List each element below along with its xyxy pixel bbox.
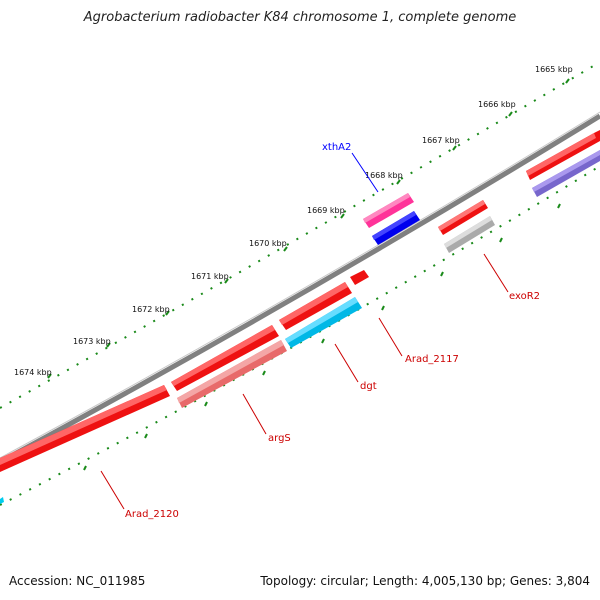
feature-exoR2-red[interactable]	[438, 200, 488, 235]
genome-summary-text: Topology: circular; Length: 4,005,130 bp…	[260, 574, 590, 588]
genome-backbone-highlight	[0, 111, 600, 459]
feature-dgt-cyan[interactable]	[285, 297, 362, 348]
tick-label-1667: 1667 kbp	[422, 136, 460, 145]
gene-label-arad2120[interactable]: Arad_2120	[125, 509, 179, 520]
feature-top-right-red[interactable]	[526, 130, 600, 180]
accession-text: Accession: NC_011985	[9, 574, 146, 588]
feature-arad2117-red[interactable]	[350, 270, 369, 285]
feature-grey[interactable]	[444, 216, 495, 253]
outer-major-ticks	[47, 78, 570, 379]
tick-label-1666: 1666 kbp	[478, 100, 516, 109]
feature-red-mid[interactable]	[279, 282, 352, 330]
tick-label-1665: 1665 kbp	[535, 65, 573, 74]
feature-blue[interactable]	[372, 211, 420, 245]
gene-label-dgt[interactable]: dgt	[360, 381, 377, 392]
inner-major-ticks	[83, 203, 561, 471]
genome-backbone	[0, 113, 600, 465]
feature-red-long-2[interactable]	[171, 325, 279, 391]
tick-label-1674: 1674 kbp	[14, 368, 52, 377]
tick-label-1669: 1669 kbp	[307, 206, 345, 215]
feature-purple[interactable]	[532, 150, 600, 197]
feature-arad2120-red[interactable]	[0, 385, 170, 472]
gene-label-xthA2[interactable]: xthA2	[322, 142, 351, 153]
tick-label-1671: 1671 kbp	[191, 272, 229, 281]
feature-xthA2-pink[interactable]	[363, 193, 414, 228]
gene-label-exoR2[interactable]: exoR2	[509, 291, 540, 302]
leader-exoR2	[483, 253, 509, 293]
leader-xthA2	[351, 152, 379, 193]
feature-argS-pink[interactable]	[177, 340, 287, 408]
tick-label-1672: 1672 kbp	[132, 305, 170, 314]
map-title: Agrobacterium radiobacter K84 chromosome…	[83, 10, 517, 25]
gene-label-argS[interactable]: argS	[268, 433, 291, 444]
tick-label-1670: 1670 kbp	[249, 239, 287, 248]
leader-arad2120	[100, 470, 125, 510]
gene-label-arad2117[interactable]: Arad_2117	[405, 354, 459, 365]
leader-arad2117	[378, 317, 403, 357]
feature-cyan-edge[interactable]	[0, 497, 4, 504]
leader-argS	[242, 393, 267, 435]
tick-label-1673: 1673 kbp	[73, 337, 111, 346]
tick-label-1668: 1668 kbp	[365, 171, 403, 180]
leader-dgt	[334, 343, 359, 383]
